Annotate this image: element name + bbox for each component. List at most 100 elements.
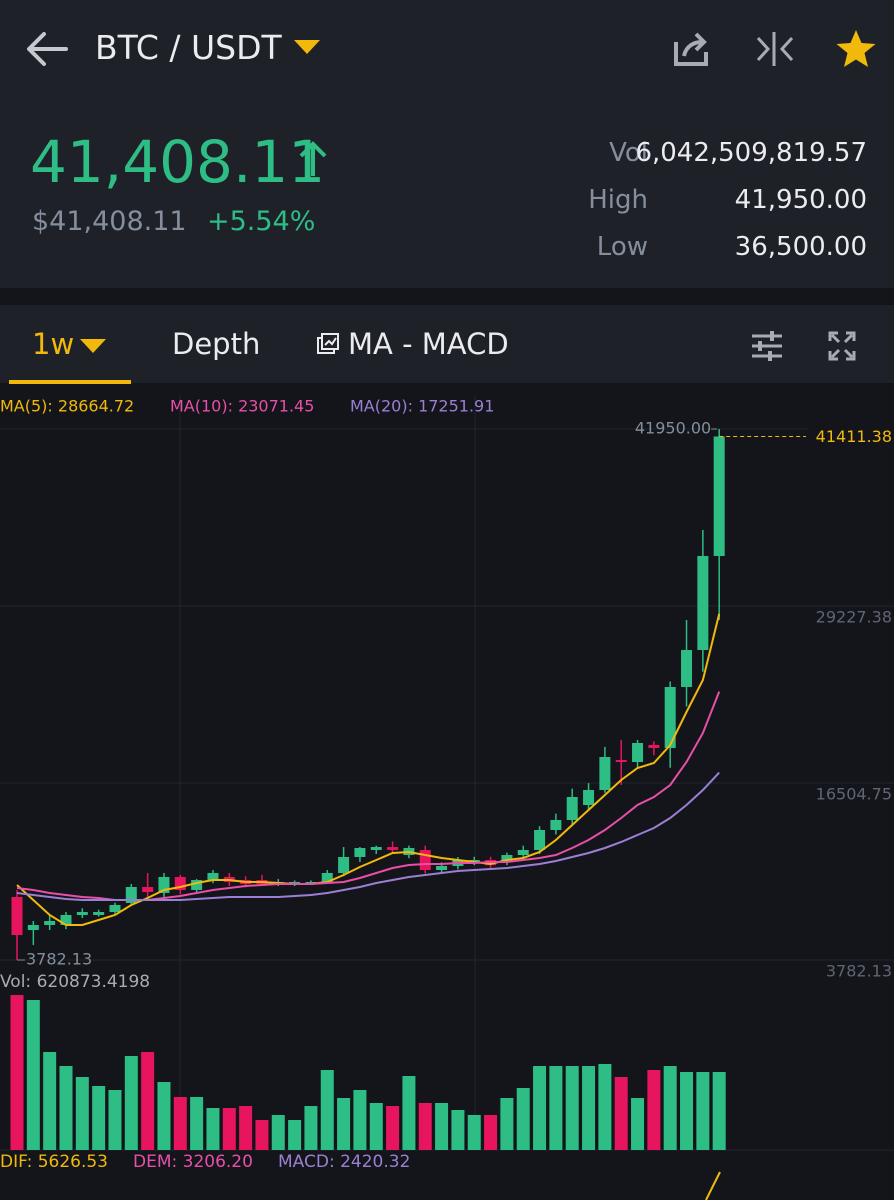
candle-body	[93, 912, 105, 915]
candle-body	[436, 865, 448, 871]
volume-bar	[190, 1097, 204, 1150]
candle-body	[370, 847, 382, 850]
volume-bar	[467, 1115, 481, 1150]
share-icon[interactable]	[672, 30, 712, 68]
candle-body	[517, 849, 529, 856]
candle-body	[207, 872, 219, 881]
candle-body	[632, 742, 644, 762]
back-button[interactable]	[24, 28, 70, 70]
candle-body	[354, 847, 366, 857]
candle-body	[697, 555, 709, 650]
candle-body	[27, 924, 39, 931]
candle-body	[501, 855, 513, 863]
volume-bar	[124, 1056, 138, 1150]
separator	[0, 288, 894, 305]
indicator-icon[interactable]	[316, 333, 340, 355]
price-up-arrow	[299, 141, 327, 176]
volume-bar	[304, 1106, 318, 1150]
ma-legend: MA(5): 28664.72	[0, 397, 134, 416]
stat-value: 36,500.00	[734, 232, 867, 262]
stat-label: Vol	[609, 138, 648, 168]
tab-bar: 1w Depth MA - MACD	[0, 305, 894, 384]
volume-label: Vol: 620873.4198	[0, 972, 150, 992]
settings-icon[interactable]	[750, 329, 784, 363]
volume-bar	[484, 1115, 498, 1150]
depth-tab[interactable]: Depth	[172, 327, 261, 361]
stat-label: High	[588, 185, 648, 215]
volume-bar	[582, 1066, 596, 1150]
volume-bar	[141, 1052, 155, 1150]
candle-body	[158, 876, 170, 893]
pair-dropdown[interactable]	[294, 40, 320, 56]
ma-legend: MA(10): 23071.45	[170, 397, 314, 416]
volume-bar	[59, 1066, 73, 1150]
macd-label: MACD: 2420.32	[278, 1152, 410, 1172]
interval-dropdown[interactable]	[80, 339, 106, 355]
last-price-label: 41411.38	[816, 427, 892, 446]
last-price: 41,408.11	[30, 128, 326, 196]
candle-body	[338, 856, 350, 873]
candle-body	[648, 744, 660, 748]
volume-bar	[533, 1066, 547, 1150]
volume-bar	[435, 1103, 449, 1150]
ma-legend: MA(20): 17251.91	[350, 397, 494, 416]
volume-bar	[239, 1106, 253, 1150]
indicator-tab[interactable]: MA - MACD	[348, 327, 509, 361]
candle-body	[321, 872, 333, 882]
interval-tab[interactable]: 1w	[32, 327, 75, 361]
candle-body	[615, 759, 627, 762]
candle-body	[305, 881, 317, 884]
candle-body	[550, 819, 562, 831]
macd-line-fragment	[705, 1171, 721, 1200]
volume-bar	[663, 1066, 677, 1150]
pair-title[interactable]: BTC / USDT	[95, 28, 282, 67]
volume-bar	[549, 1066, 563, 1150]
volume-bar	[386, 1106, 400, 1150]
fullscreen-icon[interactable]	[828, 331, 856, 361]
volume-bar	[402, 1076, 416, 1150]
candle-body	[125, 887, 137, 904]
ma-line	[16, 771, 720, 901]
volume-bar	[288, 1120, 302, 1150]
candle-body	[109, 905, 121, 913]
volume-bar	[271, 1115, 285, 1150]
candle-body	[599, 756, 611, 790]
candle-body	[76, 912, 88, 915]
candle-body	[664, 686, 676, 748]
low-label: 3782.13	[26, 949, 92, 968]
candle-body	[566, 797, 578, 820]
stat-value: 41,950.00	[734, 185, 867, 215]
volume-bar	[10, 995, 24, 1150]
y-tick-label: 16504.75	[816, 784, 892, 803]
candle-body	[681, 649, 693, 687]
candle-body	[60, 914, 72, 925]
tab-underline	[9, 380, 131, 384]
volume-bar	[369, 1103, 383, 1150]
candle-body	[534, 830, 546, 850]
candle-body	[174, 876, 186, 890]
candle-body	[44, 921, 56, 925]
volume-bar	[255, 1120, 269, 1150]
macd-label: DEM: 3206.20	[133, 1152, 253, 1172]
favorite-star[interactable]	[834, 28, 878, 70]
volume-bar	[222, 1108, 236, 1150]
y-tick-label: 29227.38	[816, 607, 892, 626]
volume-bar	[418, 1103, 432, 1150]
volume-bar	[337, 1098, 351, 1150]
volume-bar	[451, 1110, 465, 1150]
price-change: +5.54%	[207, 206, 316, 237]
volume-bar	[500, 1098, 514, 1150]
y-tick-label: 3782.13	[826, 961, 892, 980]
volume-bar	[631, 1098, 645, 1150]
volume-bar	[680, 1072, 694, 1150]
volume-bar	[614, 1077, 628, 1150]
volume-bar	[598, 1064, 612, 1150]
volume-bar	[696, 1072, 710, 1150]
compare-icon[interactable]	[754, 30, 798, 68]
stat-label: Low	[596, 232, 648, 262]
candle-body	[191, 880, 203, 890]
volume-bar	[173, 1097, 187, 1150]
